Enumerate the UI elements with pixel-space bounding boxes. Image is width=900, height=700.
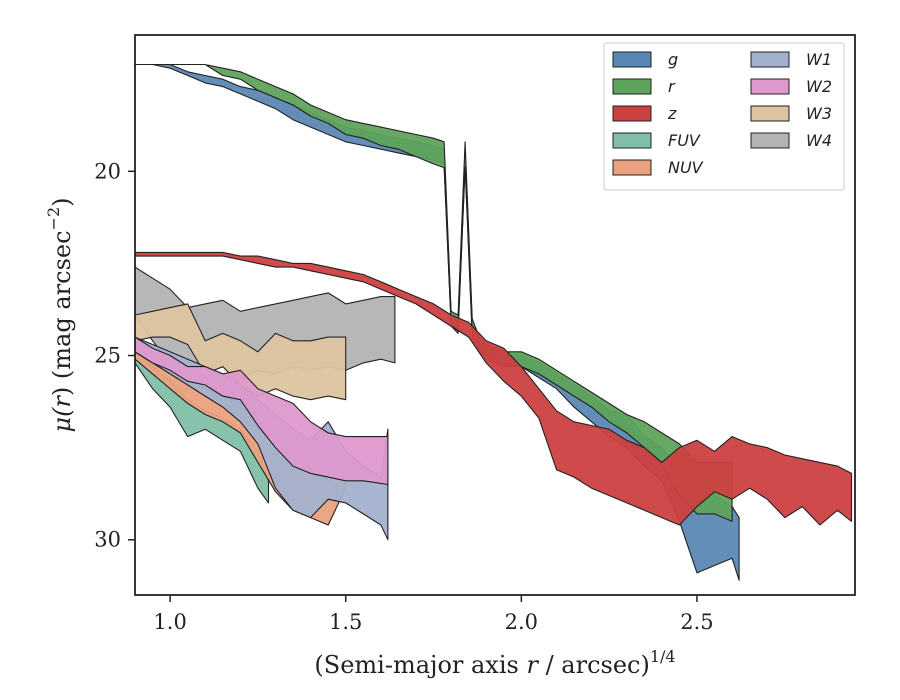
y-tick-label: 20 — [94, 159, 121, 183]
band-w3 — [135, 303, 347, 401]
x-axis-label: (Semi-major axis r / arcsec)1/4 — [314, 647, 675, 679]
plot-frame — [134, 34, 856, 596]
legend-swatch-w3 — [750, 105, 790, 122]
legend-swatch-g — [612, 51, 652, 68]
legend-label-w2: W2 — [806, 77, 832, 96]
axis-ticks: 1.0 1.5 2.0 2.5 20 25 30 — [94, 159, 713, 634]
legend-swatch-nuv — [612, 159, 652, 176]
legend-label-w3: W3 — [806, 104, 832, 123]
x-tick-label: 2.5 — [680, 610, 713, 634]
legend-label-w4: W4 — [806, 131, 832, 150]
x-tick-label: 1.5 — [329, 610, 362, 634]
legend-label-w1: W1 — [806, 50, 832, 69]
band-z — [135, 251, 853, 526]
legend-swatch-r — [612, 78, 652, 95]
y-axis-label: μ(r) (mag arcsec−2) — [44, 197, 76, 432]
x-tick-label: 2.0 — [505, 610, 538, 634]
legend-label-z: z — [667, 104, 677, 123]
y-tick-label: 25 — [94, 344, 121, 368]
legend-label-g: g — [668, 50, 678, 69]
legend-swatch-w2 — [750, 78, 790, 95]
legend-swatch-w4 — [750, 132, 790, 149]
legend-label-nuv: NUV — [668, 158, 704, 177]
y-tick-label: 30 — [94, 528, 121, 552]
band-w2 — [135, 336, 389, 486]
legend-swatch-w1 — [750, 51, 790, 68]
legend-swatch-fuv — [612, 132, 652, 149]
legend-label-fuv: FUV — [668, 131, 701, 150]
legend-swatch-z — [612, 105, 652, 122]
plot-area — [135, 63, 853, 581]
legend-label-r: r — [668, 77, 676, 96]
x-tick-label: 1.0 — [153, 610, 186, 634]
legend: grz FUV NUV W1 W2 W3 W4 — [603, 42, 845, 191]
